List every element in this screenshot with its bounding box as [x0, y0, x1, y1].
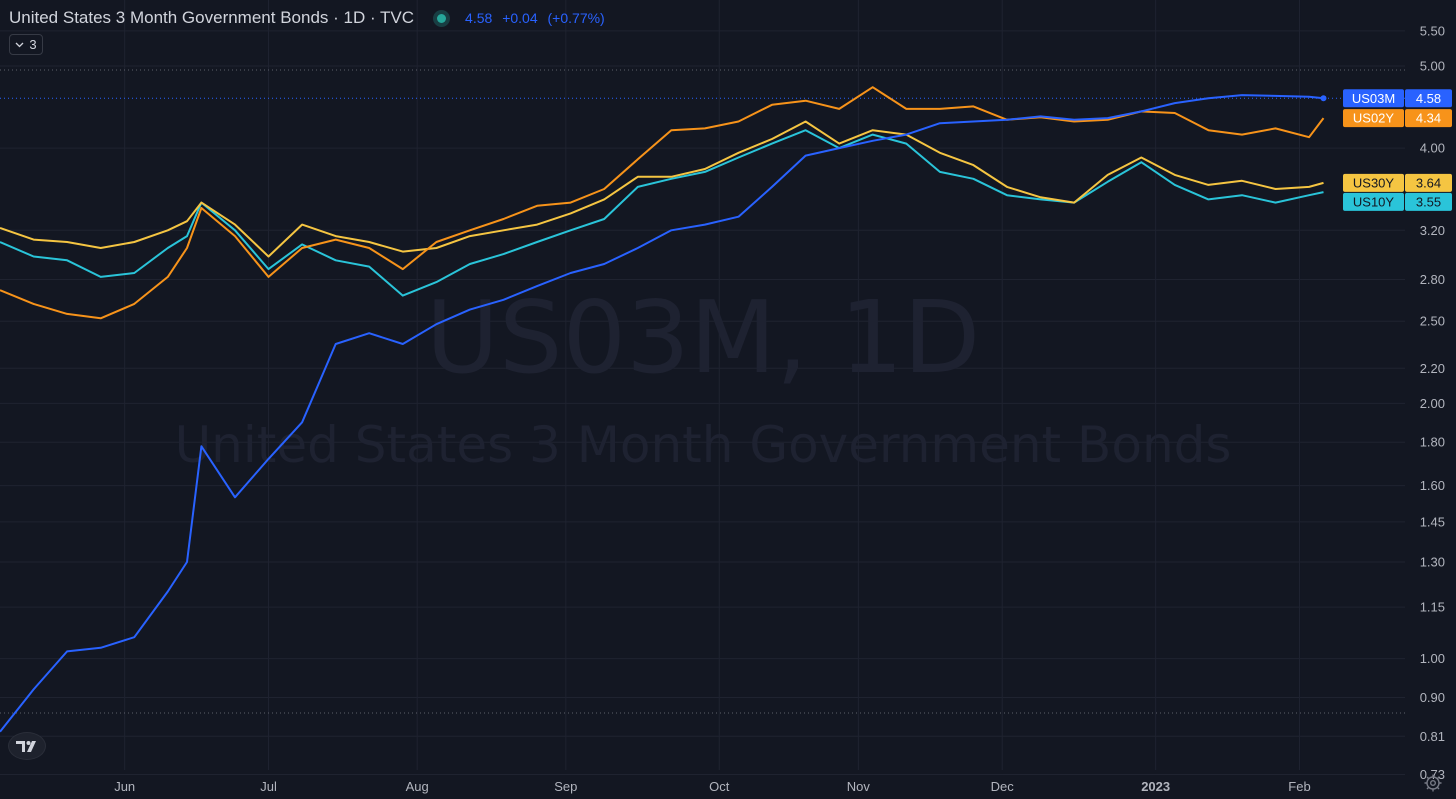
price-tag-us30y: US30Y 3.64 — [1343, 173, 1452, 192]
y-tick-label: 2.00 — [1420, 396, 1445, 411]
price-change: +0.04 — [502, 10, 538, 26]
y-tick-label: 1.80 — [1420, 435, 1445, 450]
price-quote: 4.58 +0.04 (+0.77%) — [465, 10, 611, 26]
time-axis: Jun Jul Aug Sep Oct Nov Dec 2023 Feb — [114, 779, 1311, 794]
tradingview-logo-icon[interactable] — [8, 732, 46, 760]
last-price-marker — [1320, 95, 1327, 102]
x-tick-label: Sep — [554, 779, 577, 794]
price-tag-name-box — [1343, 109, 1404, 128]
price-tag-value: 4.58 — [1416, 91, 1441, 106]
price-tag-us02y: US02Y 4.34 — [1343, 109, 1452, 128]
price-tag-name-box — [1343, 89, 1404, 108]
price-change-pct: (+0.77%) — [547, 10, 605, 26]
y-tick-label: 1.30 — [1420, 555, 1445, 570]
price-tag-us03m: US03M 4.58 — [1343, 89, 1452, 108]
watermark-symbol: US03M, 1D — [426, 279, 980, 396]
price-tag-name: US10Y — [1353, 194, 1395, 209]
price-tag-value-box — [1405, 192, 1452, 211]
indicator-legend-toggle[interactable]: 3 — [9, 34, 43, 55]
price-tag-name: US30Y — [1353, 175, 1395, 190]
chart-header: United States 3 Month Government Bonds ·… — [9, 8, 611, 28]
x-tick-label: Feb — [1288, 779, 1310, 794]
price-tags: US03M 4.58 US02Y 4.34 US30Y 3.64 US10Y 3.55 — [1343, 89, 1452, 211]
price-tag-name-box — [1343, 192, 1404, 211]
chevron-down-icon — [15, 42, 24, 47]
series-line-us02y — [0, 86, 1325, 320]
price-tag-value-box — [1405, 173, 1452, 192]
y-tick-label: 5.50 — [1420, 23, 1445, 38]
price-tag-value: 3.55 — [1416, 194, 1441, 209]
price-tag-name: US02Y — [1353, 111, 1395, 126]
price-tag-name-box — [1343, 173, 1404, 192]
y-tick-label: 5.00 — [1420, 58, 1445, 73]
y-tick-label: 1.60 — [1420, 478, 1445, 493]
price-tag-value-box — [1405, 109, 1452, 128]
x-tick-label: 2023 — [1141, 779, 1170, 794]
watermark-name: United States 3 Month Government Bonds — [175, 416, 1232, 474]
chart-title: United States 3 Month Government Bonds ·… — [9, 8, 415, 27]
x-tick-label: Aug — [406, 779, 429, 794]
y-tick-label: 1.45 — [1420, 514, 1445, 529]
x-tick-label: Nov — [847, 779, 871, 794]
x-tick-label: Jun — [114, 779, 135, 794]
y-tick-label: 0.90 — [1420, 690, 1445, 705]
y-tick-label: 4.00 — [1420, 141, 1445, 156]
price-tag-us10y: US10Y 3.55 — [1343, 192, 1452, 211]
series-line-us10y — [0, 129, 1324, 297]
price-tag-value: 4.34 — [1416, 111, 1441, 126]
y-tick-label: 0.81 — [1420, 729, 1445, 744]
indicator-count: 3 — [29, 37, 37, 52]
price-tag-value: 3.64 — [1416, 175, 1441, 190]
y-tick-label: 1.00 — [1420, 651, 1445, 666]
y-tick-label: 3.20 — [1420, 223, 1445, 238]
series-line-us30y — [0, 120, 1324, 258]
series-line-us03m — [0, 94, 1324, 733]
price-tag-name: US03M — [1352, 91, 1395, 106]
y-tick-label: 1.15 — [1420, 600, 1445, 615]
grid-lines — [0, 0, 1405, 776]
y-tick-label: 2.50 — [1420, 314, 1445, 329]
last-price: 4.58 — [465, 10, 493, 26]
price-tag-value-box — [1405, 89, 1452, 108]
y-tick-label: 2.80 — [1420, 272, 1445, 287]
gear-icon[interactable] — [1423, 773, 1443, 793]
live-status-dot-icon — [437, 13, 447, 23]
price-axis: 5.50 5.00 4.00 3.20 2.80 2.50 2.20 2.00 1.80 1.60… — [1420, 23, 1445, 782]
x-tick-label: Jul — [260, 779, 277, 794]
x-tick-label: Dec — [991, 779, 1015, 794]
y-tick-label: 2.20 — [1420, 361, 1445, 376]
x-tick-label: Oct — [709, 779, 730, 794]
